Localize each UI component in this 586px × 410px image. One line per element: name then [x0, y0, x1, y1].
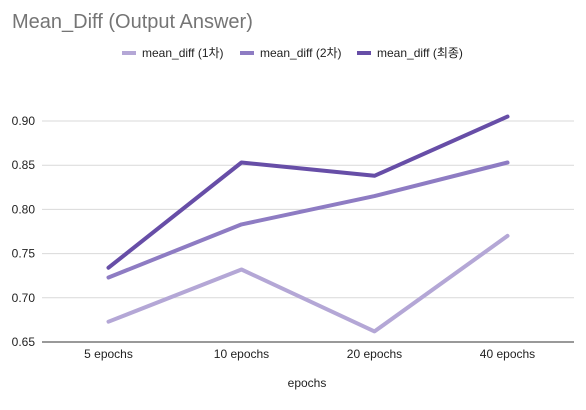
y-tick-label: 0.85: [12, 158, 36, 172]
x-axis-title: epochs: [288, 376, 327, 390]
legend-label: mean_diff (1차): [142, 46, 224, 60]
y-tick-label: 0.75: [12, 247, 36, 261]
x-tick-label: 40 epochs: [480, 347, 535, 361]
gridlines: [42, 120, 574, 343]
series-lines: [106, 114, 510, 334]
legend-label: mean_diff (2차): [260, 46, 342, 60]
y-tick-label: 0.70: [12, 291, 36, 305]
legend: mean_diff (1차) mean_diff (2차) mean_diff (최…: [122, 46, 463, 60]
y-tick-label: 0.80: [12, 202, 36, 216]
x-tick-label: 10 epochs: [214, 347, 269, 361]
y-tick-label: 0.90: [12, 114, 36, 128]
y-tick-label: 0.65: [12, 335, 36, 349]
series-line-3: [106, 114, 510, 270]
x-axis-ticks: 5 epochs 10 epochs 20 epochs 40 epochs: [84, 347, 535, 361]
y-axis-ticks: 0.65 0.70 0.75 0.80 0.85 0.90: [12, 114, 36, 349]
x-tick-label: 20 epochs: [347, 347, 402, 361]
chart-title: Mean_Diff (Output Answer): [12, 11, 253, 33]
series-line-1: [106, 233, 510, 334]
legend-label: mean_diff (최종): [377, 46, 463, 60]
x-tick-label: 5 epochs: [84, 347, 133, 361]
series-line-2: [106, 160, 510, 280]
